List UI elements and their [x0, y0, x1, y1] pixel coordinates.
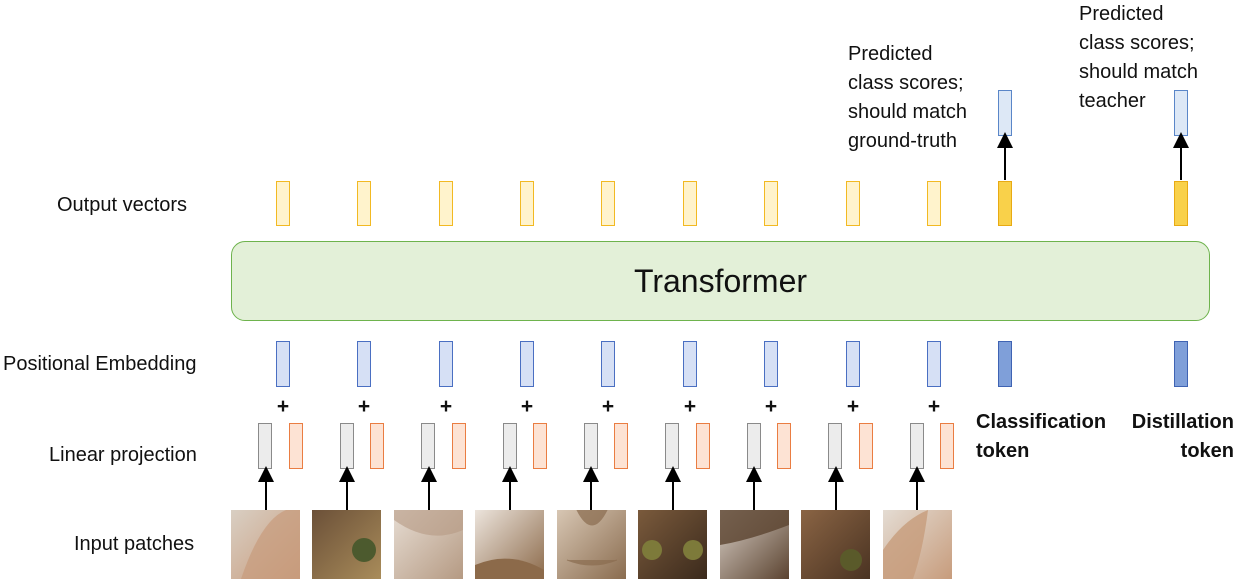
output-vector — [927, 181, 941, 226]
plus-sign: + — [764, 395, 778, 418]
output-vector — [601, 181, 615, 226]
positional-embedding-vector — [683, 341, 697, 387]
row-label-positional-embedding: Positional Embedding — [3, 353, 197, 375]
linear-projection-orange — [614, 423, 628, 469]
distillation-token-embedding — [1174, 341, 1188, 387]
cat-eye-patch — [312, 510, 381, 579]
cat-ear-patch — [231, 510, 300, 579]
linear-projection-orange — [696, 423, 710, 469]
output-vector — [439, 181, 453, 226]
output-vector — [683, 181, 697, 226]
cat-face-patch — [638, 510, 707, 579]
transformer-label: Transformer — [633, 262, 808, 299]
positional-embedding-vector — [601, 341, 615, 387]
linear-projection-orange — [289, 423, 303, 469]
cat-fur-patch — [475, 510, 544, 579]
plus-sign: + — [439, 395, 453, 418]
positional-embedding-vector — [764, 341, 778, 387]
cat-ear-patch — [883, 510, 952, 579]
distillation-output-vector — [1174, 181, 1188, 226]
positional-embedding-vector — [927, 341, 941, 387]
classification-token-embedding — [998, 341, 1012, 387]
row-label-input-patches: Input patches — [74, 533, 195, 555]
linear-projection-orange — [533, 423, 547, 469]
output-vector — [764, 181, 778, 226]
output-vector — [276, 181, 290, 226]
positional-embedding-vector — [520, 341, 534, 387]
positional-embedding-vector — [846, 341, 860, 387]
positional-embedding-vector — [357, 341, 371, 387]
plus-sign: + — [357, 395, 371, 418]
classification-token-label: Classification token — [976, 411, 1107, 462]
plus-sign: + — [601, 395, 615, 418]
plus-sign: + — [276, 395, 290, 418]
plus-sign: + — [683, 395, 697, 418]
linear-projection-orange — [859, 423, 873, 469]
output-vector — [357, 181, 371, 226]
linear-projection-orange — [940, 423, 954, 469]
positional-embedding-vector — [439, 341, 453, 387]
linear-projection-orange — [777, 423, 791, 469]
classification-scores-annotation: Predicted class scores; should match gro… — [848, 43, 967, 152]
plus-sign: + — [846, 395, 860, 418]
distillation-token-label: Distillation token — [1131, 411, 1234, 462]
cat-nose-patch — [557, 510, 626, 579]
classification-output-vector — [998, 181, 1012, 226]
distillation-scores-annotation: Predicted class scores; should match tea… — [1079, 3, 1198, 112]
output-vector — [520, 181, 534, 226]
linear-projection-orange — [370, 423, 384, 469]
plus-sign: + — [927, 395, 941, 418]
positional-embedding-vector — [276, 341, 290, 387]
row-label-linear-projection: Linear projection — [49, 444, 197, 466]
cat-eye-patch — [801, 510, 870, 579]
cat-fur-patch — [720, 510, 789, 579]
cat-fur-patch — [394, 510, 463, 579]
linear-projection-orange — [452, 423, 466, 469]
row-label-output-vectors: Output vectors — [57, 194, 188, 216]
plus-sign: + — [520, 395, 534, 418]
output-vector — [846, 181, 860, 226]
transformer-block: Transformer — [231, 241, 1210, 321]
